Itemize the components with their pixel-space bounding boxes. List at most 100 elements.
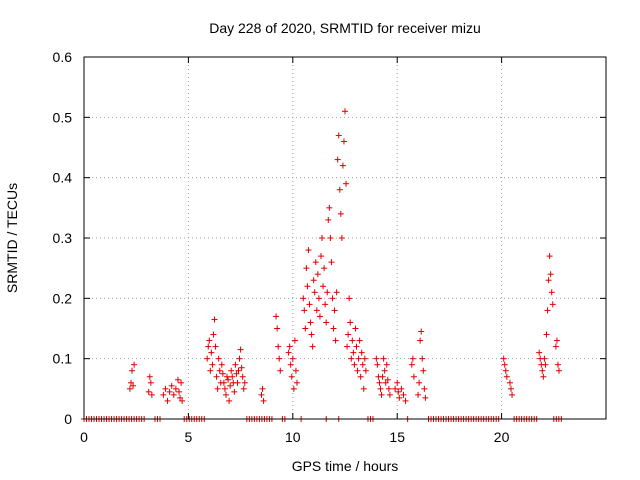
data-point <box>328 259 335 266</box>
data-point <box>506 379 513 386</box>
data-point <box>226 397 233 404</box>
data-point <box>381 367 388 374</box>
data-point <box>208 349 215 356</box>
data-point <box>334 156 341 163</box>
data-point <box>222 391 229 398</box>
data-point <box>174 376 181 383</box>
data-point <box>349 337 356 344</box>
data-point <box>356 337 363 344</box>
data-point <box>396 394 403 401</box>
data-point <box>325 216 332 223</box>
data-point <box>164 397 171 404</box>
data-point <box>398 385 405 392</box>
y-tick-label: 0.6 <box>53 49 73 65</box>
x-tick-label: 5 <box>185 429 193 445</box>
data-point <box>422 394 429 401</box>
data-point <box>288 373 295 380</box>
data-point <box>357 373 364 380</box>
data-point <box>410 373 417 380</box>
data-point <box>228 367 235 374</box>
data-point <box>546 253 553 260</box>
data-point <box>289 355 296 362</box>
data-point <box>212 343 219 350</box>
data-point <box>160 391 167 398</box>
data-point <box>336 186 343 193</box>
data-point <box>273 313 280 320</box>
data-point <box>332 337 339 344</box>
data-point <box>301 307 308 314</box>
data-point <box>162 385 169 392</box>
data-point <box>358 349 365 356</box>
data-point <box>419 355 426 362</box>
data-point <box>350 349 357 356</box>
y-tick-label: 0.4 <box>53 170 73 186</box>
data-point <box>287 361 294 368</box>
data-point <box>330 325 337 332</box>
x-tick-label: 10 <box>285 429 301 445</box>
data-points <box>81 108 565 422</box>
data-point <box>240 385 247 392</box>
data-point <box>324 289 331 296</box>
data-point <box>285 349 292 356</box>
data-point <box>178 379 185 386</box>
data-point <box>225 376 232 383</box>
data-point <box>418 328 425 335</box>
x-tick-label: 15 <box>389 429 405 445</box>
data-point <box>236 355 243 362</box>
data-point <box>314 271 321 278</box>
data-point <box>129 367 136 374</box>
data-point <box>259 385 266 392</box>
data-point <box>384 376 391 383</box>
data-point <box>548 289 555 296</box>
data-point <box>315 295 322 302</box>
data-point <box>207 367 214 374</box>
data-point <box>417 337 424 344</box>
data-point <box>277 367 284 374</box>
data-point <box>307 319 314 326</box>
data-point <box>317 253 324 260</box>
data-point <box>216 367 223 374</box>
data-point <box>394 379 401 386</box>
data-point <box>204 355 211 362</box>
data-point <box>302 325 309 332</box>
data-point <box>303 265 310 272</box>
data-point <box>335 132 342 139</box>
data-point <box>320 283 327 290</box>
data-point <box>218 361 225 368</box>
data-point <box>179 397 186 404</box>
data-point <box>258 391 265 398</box>
data-point <box>374 361 381 368</box>
data-point <box>345 331 352 338</box>
data-point <box>276 355 283 362</box>
data-point <box>227 382 234 389</box>
data-point <box>166 388 173 395</box>
data-point <box>338 235 345 241</box>
data-point <box>376 379 383 386</box>
data-point <box>361 355 368 362</box>
data-point <box>503 373 510 380</box>
data-point <box>392 385 399 392</box>
data-point <box>329 295 336 302</box>
data-point <box>409 355 416 362</box>
axis-ticks: 0 5 10 15 20 0 0.1 0.2 0.3 0.4 0.5 0.6 <box>53 49 606 445</box>
data-point <box>359 361 366 368</box>
data-point <box>292 367 299 374</box>
data-point <box>148 391 155 398</box>
data-point <box>241 379 248 386</box>
data-point <box>220 379 227 386</box>
x-axis-label: GPS time / hours <box>292 458 399 474</box>
data-point <box>543 331 550 338</box>
data-point <box>539 367 546 374</box>
data-point <box>509 391 516 398</box>
data-point <box>501 361 508 368</box>
data-point <box>231 388 238 395</box>
data-point <box>541 355 548 362</box>
data-point <box>291 337 298 344</box>
data-point <box>507 385 514 392</box>
data-point <box>176 388 183 395</box>
data-point <box>237 346 244 353</box>
data-point <box>373 355 380 362</box>
data-point <box>214 385 221 392</box>
data-point <box>127 379 134 386</box>
grid-lines <box>84 57 606 419</box>
